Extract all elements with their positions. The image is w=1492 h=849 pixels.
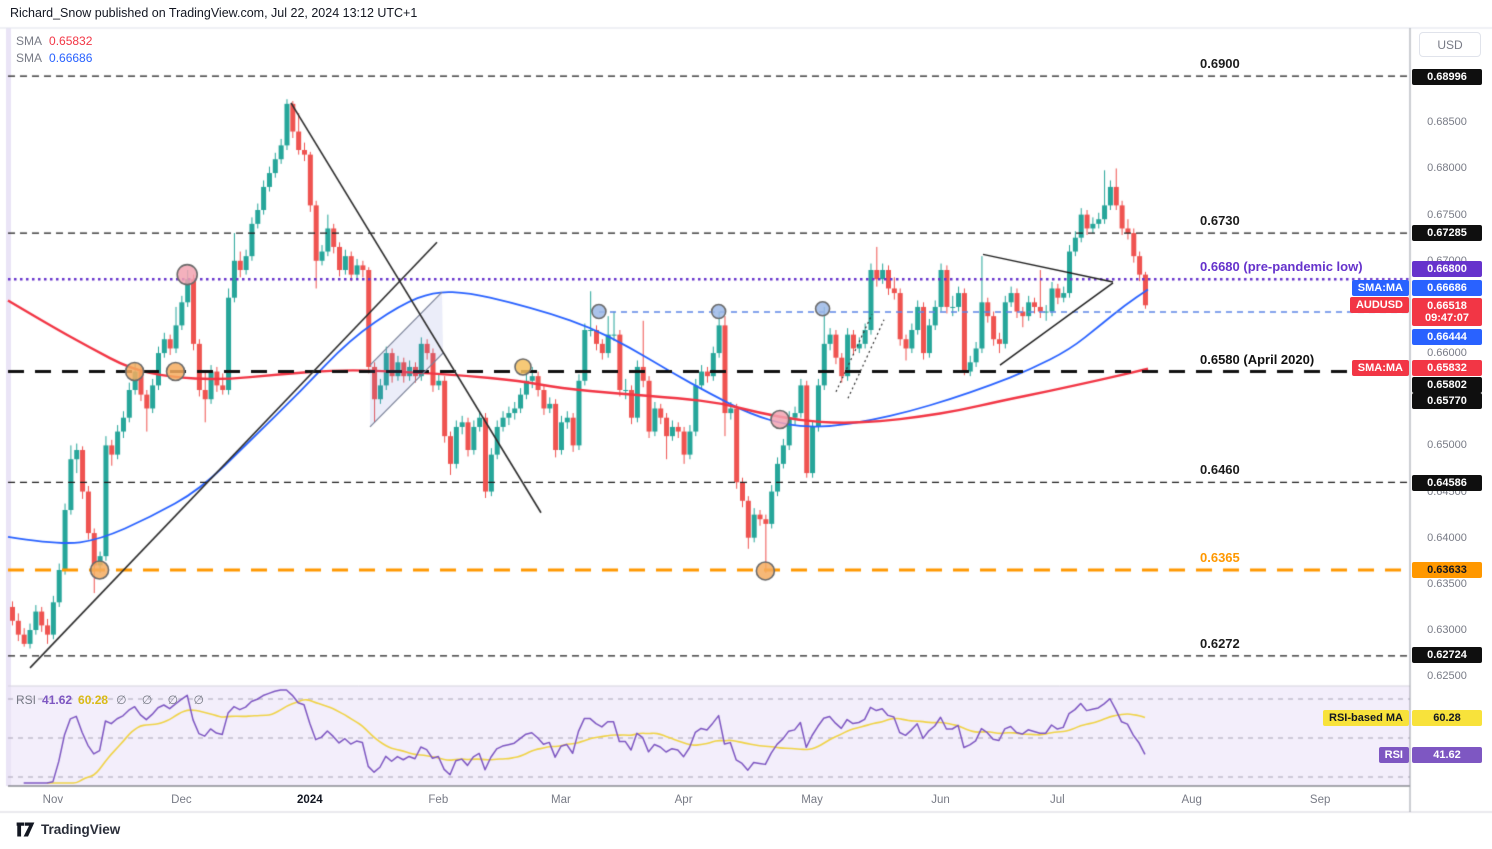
rsi-hidden-bands: ∅ ∅ ∅ ∅: [116, 693, 210, 707]
axis-name-tag: SMA:MA: [1351, 360, 1409, 376]
time-axis-label: Aug: [1181, 794, 1202, 806]
price-axis-tick: 0.62500: [1427, 670, 1467, 683]
currency-unit-label: USD: [1437, 37, 1463, 52]
sma-legend-row-2[interactable]: SMA 0.66686: [16, 50, 92, 67]
rsi-value: 41.62: [42, 693, 73, 707]
price-axis-tick: 0.66000: [1427, 347, 1467, 360]
publish-info-text: Richard_Snow published on TradingView.co…: [10, 6, 418, 20]
price-axis-tick: 0.67500: [1427, 208, 1467, 221]
level-label: 0.6460: [1200, 462, 1240, 478]
tradingview-logo-icon: [16, 822, 35, 837]
time-axis-label: May: [801, 794, 823, 806]
price-axis-label: 0.66518 09:47:07: [1412, 298, 1482, 326]
publish-header: Richard_Snow published on TradingView.co…: [10, 6, 417, 20]
time-axis-label: Feb: [428, 794, 449, 806]
price-axis-tick: 0.64000: [1427, 531, 1467, 544]
axis-name-tag: AUDUSD: [1349, 297, 1409, 313]
rsi-axis-name-tag: RSI-based MA: [1323, 710, 1409, 726]
time-axis-label: Nov: [42, 794, 64, 806]
price-axis-label: 0.67285: [1412, 225, 1482, 241]
time-axis-label: Jun: [931, 794, 950, 806]
price-axis-tick: 0.63000: [1427, 624, 1467, 636]
price-axis-label: 0.65832: [1412, 360, 1482, 376]
level-label: 0.6580 (April 2020): [1200, 351, 1315, 367]
time-axis-label: Dec: [171, 794, 192, 806]
rsi-legend-label: RSI: [16, 693, 37, 707]
rsi-legend[interactable]: RSI 41.62 60.28 ∅ ∅ ∅ ∅: [16, 693, 210, 707]
sma1-value: 0.65832: [49, 34, 93, 48]
price-axis-label: 0.66800: [1412, 261, 1482, 277]
level-label: 0.6680 (pre-pandemic low): [1200, 259, 1363, 275]
time-axis-label: Mar: [551, 794, 571, 806]
axis-name-tag: SMA:MA: [1351, 280, 1409, 296]
level-label: 0.6730: [1200, 213, 1240, 229]
price-axis-tick: 0.68000: [1427, 162, 1467, 175]
time-axis-label: Jul: [1050, 794, 1065, 806]
price-axis-tick: 0.68500: [1427, 116, 1467, 129]
sma2-label: SMA: [16, 51, 43, 65]
indicator-legend[interactable]: SMA 0.65832 SMA 0.66686: [16, 33, 92, 67]
price-axis-label: 0.65770: [1412, 393, 1482, 409]
price-axis-label: 0.68996: [1412, 69, 1482, 85]
sma-legend-row-1[interactable]: SMA 0.65832: [16, 33, 92, 50]
rsi-axis-name-tag: RSI: [1378, 747, 1409, 763]
price-axis-label: 0.66444: [1412, 329, 1482, 345]
price-axis-label: 0.64586: [1412, 475, 1482, 491]
level-label: 0.6365: [1200, 550, 1240, 565]
price-axis-tick: 0.65000: [1427, 439, 1467, 452]
sma1-label: SMA: [16, 34, 43, 48]
rsi-axis-value: 60.28: [1412, 710, 1482, 726]
sma2-value: 0.66686: [49, 51, 93, 65]
currency-unit-button[interactable]: USD: [1419, 32, 1481, 57]
countdown-timer: 09:47:07: [1424, 312, 1470, 324]
rsi-ma-value: 60.28: [78, 693, 109, 707]
level-label: 0.6900: [1200, 56, 1240, 72]
tradingview-brand-text: TradingView: [41, 822, 121, 837]
time-axis-label: 2024: [297, 794, 323, 806]
price-axis-tick: 0.63500: [1427, 577, 1467, 590]
level-label: 0.6272: [1200, 635, 1240, 651]
price-axis-label: 0.62724: [1412, 647, 1482, 663]
footer: TradingView: [16, 821, 120, 838]
price-axis-label: 0.65802: [1412, 377, 1482, 393]
price-axis-label: 0.63633: [1412, 562, 1482, 578]
time-axis-label: Sep: [1309, 794, 1331, 806]
price-axis-label: 0.66686: [1412, 280, 1482, 296]
rsi-axis-value: 41.62: [1412, 747, 1482, 763]
time-axis-label: Apr: [674, 794, 693, 806]
